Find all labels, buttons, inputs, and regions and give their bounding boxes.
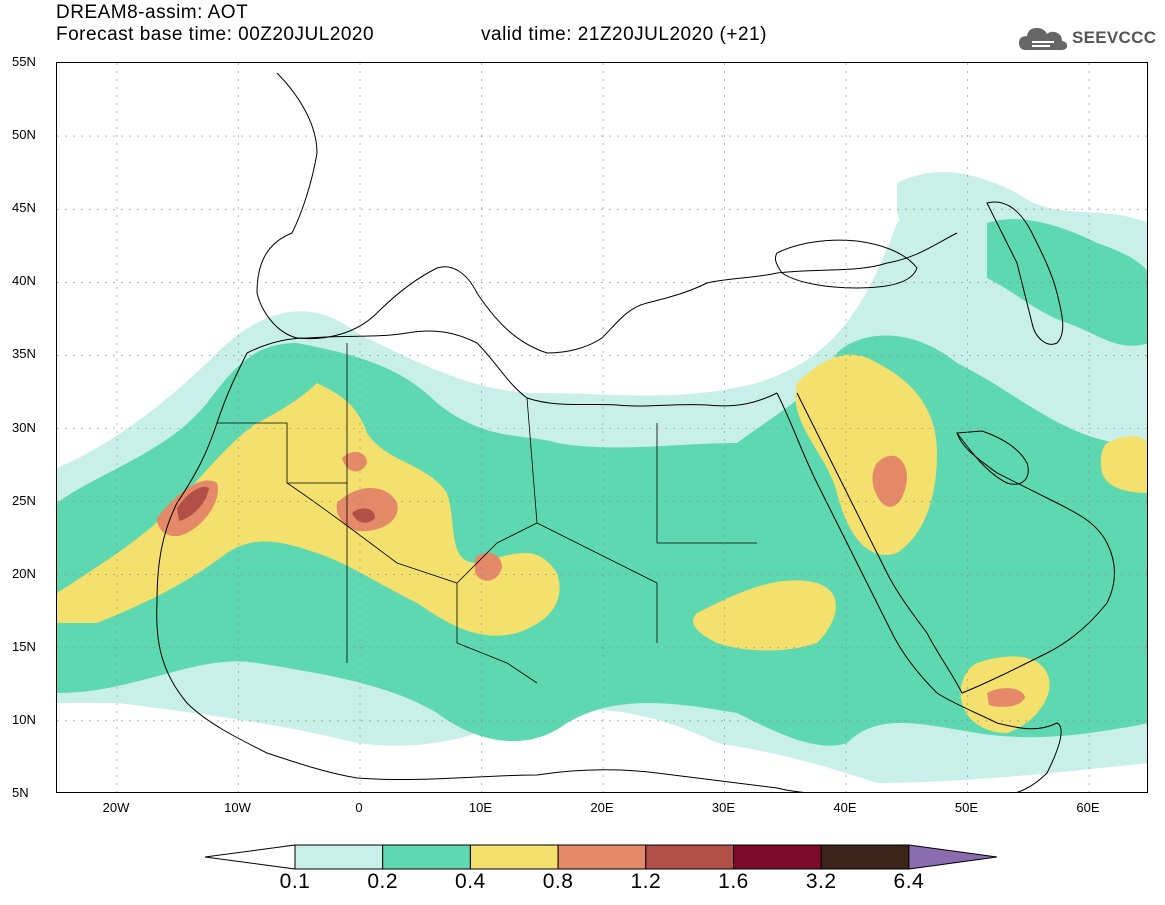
aot-level-0.8-region (987, 688, 1025, 707)
lat-tick-label: 50N (12, 127, 36, 143)
cloud-icon (1019, 28, 1068, 50)
lat-tick-label: 10N (12, 711, 36, 727)
lat-tick-label: 25N (12, 492, 36, 508)
colorbar-segment (733, 844, 822, 870)
colorbar-tick-label: 0.8 (542, 870, 574, 893)
aot-map (56, 62, 1148, 793)
forecast-base-time: Forecast base time: 00Z20JUL2020 (56, 24, 375, 45)
lat-tick-label: 35N (12, 346, 36, 362)
colorbar-tick-label: 0.4 (455, 870, 486, 893)
border-line (526, 397, 538, 524)
colorbar-over-arrow (908, 844, 997, 870)
lon-tick-label: 20W (102, 800, 130, 815)
coastline-europe (256, 72, 958, 354)
lon-tick-label: 10W (224, 800, 251, 815)
colorbar-segment (469, 844, 559, 870)
colorbar-tick-label: 0.1 (279, 870, 311, 893)
lat-tick-label: 30N (12, 419, 36, 435)
border-line (616, 562, 658, 643)
colorbar-segment (820, 844, 910, 870)
colorbar-tick-label: 1.6 (718, 870, 749, 893)
valid-time: valid time: 21Z20JUL2020 (+21) (481, 24, 767, 45)
coastline-west-africa (156, 352, 804, 792)
aot-level-0.8-region (872, 455, 907, 507)
map-title: DREAM8-assim: AOT (56, 2, 249, 23)
lat-tick-label: 40N (12, 273, 36, 289)
coastline-persian-gulf (956, 430, 1029, 485)
lat-tick-label: 55N (12, 54, 36, 69)
colorbar-under-arrow (205, 844, 296, 870)
lon-tick-label: 60E (1076, 800, 1100, 815)
colorbar-segment (645, 844, 734, 870)
aot-level-0.8-region (342, 451, 367, 472)
coastline-red-sea (796, 392, 963, 694)
aot-level-0.4-region (795, 354, 937, 555)
lon-tick-label: 0 (355, 800, 363, 815)
colorbar-tick-label: 6.4 (893, 870, 925, 893)
colorbar-tick-label: 1.2 (630, 870, 662, 893)
lon-tick-label: 20E (590, 800, 614, 815)
aot-map-canvas (57, 63, 1147, 792)
coastline-north-africa (246, 330, 778, 407)
coastline-horn (936, 692, 1062, 792)
graticule (57, 63, 1147, 792)
colorbar-segment (382, 844, 471, 870)
lon-tick-label: 50E (954, 800, 979, 815)
lat-tick-label: 20N (12, 565, 36, 581)
colorbar-tick-label: 0.2 (367, 870, 399, 893)
lat-tick-label: 15N (12, 638, 36, 654)
lat-tick-label: 5N (12, 785, 29, 800)
colorbar-tick-label: 3.2 (805, 870, 837, 893)
coastline-black-sea (774, 239, 918, 289)
lon-tick-label: 30E (711, 800, 736, 815)
aot-level-0.4-region (57, 383, 560, 636)
lat-tick-label: 45N (12, 200, 36, 216)
coastline-arabia (956, 432, 1115, 694)
coastline-red-sea (776, 392, 938, 694)
aot-level-1.2-region (352, 508, 375, 523)
border-line (456, 583, 538, 684)
colorbar-segment (557, 844, 647, 870)
aot-colorbar (205, 844, 997, 870)
logo-text: SEEVCCC (1072, 28, 1157, 47)
lon-tick-label: 40E (833, 800, 857, 815)
seevccc-logo: SEEVCCC (1018, 22, 1156, 54)
border-line (286, 482, 618, 584)
coastline-caspian (986, 201, 1064, 345)
aot-contour-fields (57, 172, 1147, 783)
aot-level-0.4-region (1100, 436, 1147, 493)
aot-level-1.2-region (177, 486, 209, 521)
border-line (656, 423, 757, 544)
colorbar-segment (294, 844, 384, 870)
aot-level-0.4-region (693, 580, 836, 651)
coastlines-and-borders (156, 72, 1115, 792)
lon-tick-label: 10E (468, 800, 493, 815)
